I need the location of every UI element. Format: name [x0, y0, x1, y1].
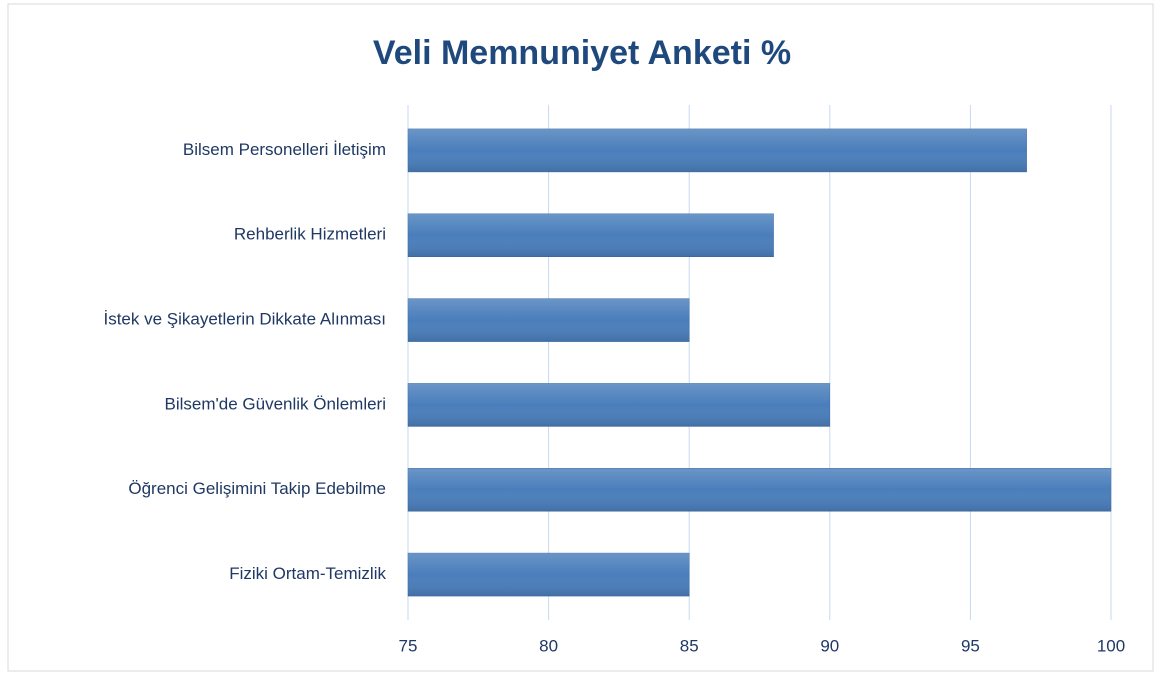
- bar: [407, 213, 774, 257]
- y-tick-label: İstek ve Şikayetlerin Dikkate Alınması: [103, 310, 386, 329]
- x-tick-label: 75: [399, 636, 418, 655]
- y-tick-label: Fiziki Ortam-Temizlik: [229, 564, 386, 583]
- x-tick-label: 100: [1097, 636, 1125, 655]
- bar: [407, 128, 1027, 173]
- bar: [407, 552, 690, 597]
- bar: [407, 468, 1112, 512]
- y-tick-label: Bilsem Personelleri İletişim: [183, 140, 386, 159]
- y-tick-label: Rehberlik Hizmetleri: [234, 225, 386, 244]
- bar: [407, 298, 690, 342]
- bar: [407, 383, 831, 427]
- y-tick-label: Öğrenci Gelişimini Takip Edebilme: [128, 479, 386, 498]
- x-tick-label: 95: [961, 636, 980, 655]
- chart-title: Veli Memnuniyet Anketi %: [373, 34, 791, 72]
- y-tick-label: Bilsem'de Güvenlik Önlemleri: [165, 394, 387, 413]
- x-tick-label: 90: [820, 636, 839, 655]
- x-tick-label: 80: [539, 636, 558, 655]
- x-tick-label: 85: [680, 636, 699, 655]
